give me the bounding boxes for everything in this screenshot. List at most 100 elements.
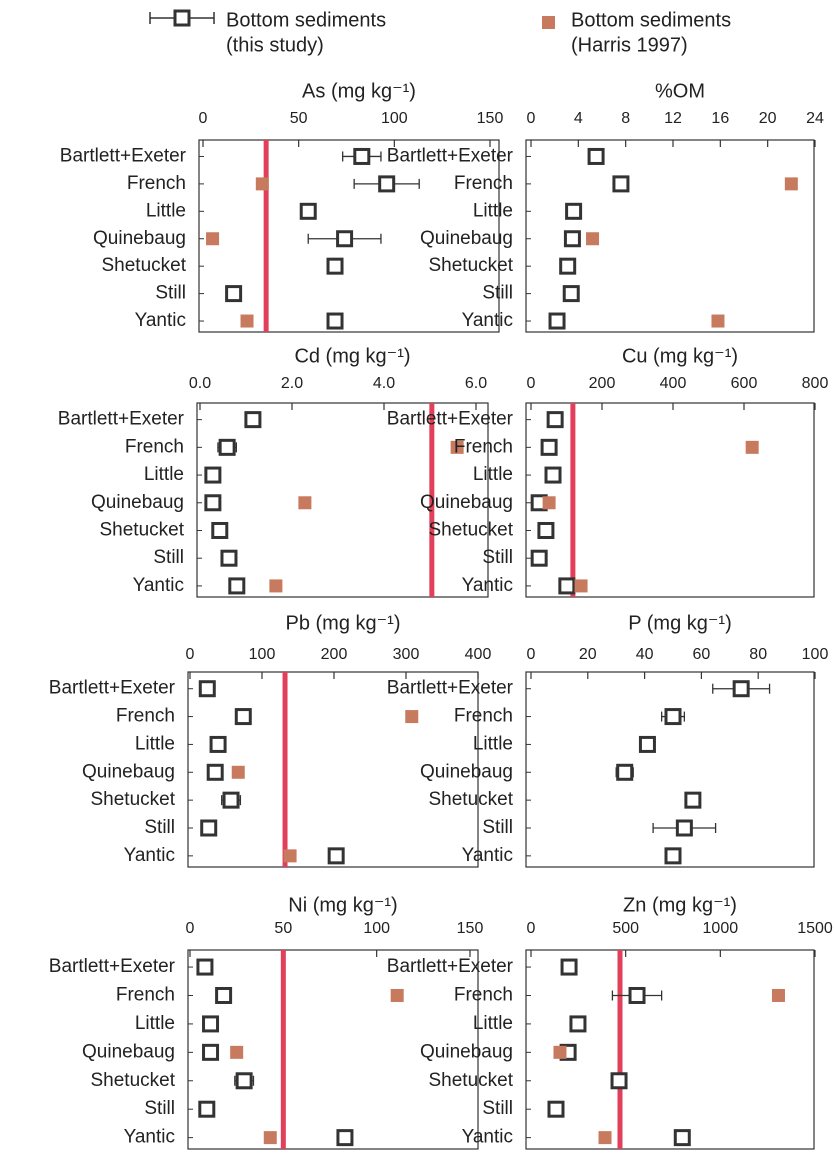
- x-tick-label: 500: [612, 920, 639, 937]
- marker-this-study: [244, 411, 262, 429]
- category-label: Still: [155, 283, 186, 304]
- marker-harris: [298, 496, 312, 510]
- marker-this-study: [218, 438, 236, 456]
- category-label: Little: [144, 464, 184, 485]
- panel-title: Ni (mg kg⁻¹): [288, 894, 397, 916]
- category-label: Still: [482, 817, 513, 838]
- category-label: Little: [135, 1013, 175, 1034]
- x-tick-label: 0: [527, 646, 536, 663]
- x-tick-label: 0.0: [189, 375, 211, 392]
- category-label: French: [454, 985, 513, 1006]
- legend-label: (Harris 1997): [571, 34, 688, 56]
- x-tick-label: 0: [199, 110, 208, 127]
- category-label: Quinebaug: [420, 761, 513, 782]
- x-tick-label: 6.0: [465, 375, 487, 392]
- marker-this-study: [353, 147, 371, 165]
- category-label: Yantic: [135, 310, 186, 331]
- category-label: Bartlett+Exeter: [49, 678, 176, 699]
- marker-this-study: [326, 312, 344, 330]
- marker-this-study: [559, 257, 577, 275]
- marker-this-study: [204, 466, 222, 484]
- panel-title: Cd (mg kg⁻¹): [294, 345, 410, 367]
- category-label: Shetucket: [91, 1070, 176, 1091]
- x-tick-label: 24: [806, 110, 824, 127]
- marker-this-study: [565, 202, 583, 220]
- category-label: Still: [144, 1098, 175, 1119]
- category-label: Yantic: [124, 845, 175, 866]
- marker-harris: [269, 579, 283, 593]
- category-label: Yantic: [462, 310, 513, 331]
- x-tick-label: 150: [477, 110, 504, 127]
- category-label: Quinebaug: [93, 228, 186, 249]
- x-tick-label: 20: [579, 646, 597, 663]
- category-label: Still: [482, 547, 513, 568]
- marker-harris: [230, 1045, 244, 1059]
- category-label: Little: [135, 733, 175, 754]
- marker-this-study: [220, 549, 238, 567]
- category-label: Shetucket: [429, 789, 514, 810]
- marker-harris: [283, 849, 297, 863]
- category-label: Quinebaug: [420, 492, 513, 513]
- category-label: Little: [473, 1013, 513, 1034]
- marker-this-study: [612, 175, 630, 193]
- x-tick-label: 1000: [703, 920, 739, 937]
- x-tick-label: 150: [457, 920, 484, 937]
- category-label: French: [127, 173, 186, 194]
- panel-title: Cu (mg kg⁻¹): [622, 345, 738, 367]
- marker-harris: [231, 765, 245, 779]
- marker-this-study: [209, 735, 227, 753]
- panel-title: As (mg kg⁻¹): [302, 80, 416, 102]
- marker-harris: [598, 1131, 612, 1145]
- x-tick-label: 4.0: [373, 375, 395, 392]
- category-label: Shetucket: [429, 520, 514, 541]
- marker-harris: [206, 232, 220, 246]
- marker-this-study: [675, 819, 693, 837]
- x-tick-label: 0: [186, 920, 195, 937]
- x-tick-label: 20: [759, 110, 777, 127]
- marker-this-study: [200, 819, 218, 837]
- marker-this-study: [547, 1100, 565, 1118]
- category-label: Shetucket: [429, 255, 514, 276]
- legend-marker: [542, 16, 555, 29]
- category-label: Quinebaug: [82, 761, 175, 782]
- marker-harris: [771, 988, 785, 1002]
- marker-this-study: [202, 1043, 220, 1061]
- legend: Bottom sediments (this study) Bottom sed…: [149, 9, 731, 56]
- marker-this-study: [235, 1072, 253, 1090]
- marker-this-study: [569, 1015, 587, 1033]
- marker-harris: [542, 496, 556, 510]
- marker-this-study: [563, 230, 581, 248]
- category-label: Little: [473, 733, 513, 754]
- marker-harris: [390, 988, 404, 1002]
- marker-this-study: [546, 411, 564, 429]
- marker-this-study: [537, 521, 555, 539]
- category-label: Yantic: [133, 575, 184, 596]
- panel-title: Pb (mg kg⁻¹): [285, 612, 400, 634]
- legend-label: Bottom sediments: [571, 9, 731, 31]
- x-tick-label: 200: [321, 646, 348, 663]
- category-label: Bartlett+Exeter: [387, 409, 514, 430]
- marker-this-study: [562, 285, 580, 303]
- marker-this-study: [222, 791, 240, 809]
- x-tick-label: 0: [186, 646, 195, 663]
- plot-frame: [525, 402, 815, 598]
- marker-this-study: [548, 312, 566, 330]
- marker-this-study: [326, 257, 344, 275]
- plot-frame: [525, 139, 815, 333]
- marker-this-study: [610, 1072, 628, 1090]
- marker-harris: [553, 1045, 567, 1059]
- x-tick-label: 0: [527, 110, 536, 127]
- category-label: Bartlett+Exeter: [387, 956, 514, 977]
- marker-this-study: [206, 763, 224, 781]
- category-label: French: [116, 706, 175, 727]
- x-tick-label: 16: [711, 110, 729, 127]
- marker-this-study: [560, 958, 578, 976]
- marker-this-study: [638, 735, 656, 753]
- category-label: Shetucket: [429, 1070, 514, 1091]
- x-tick-label: 40: [636, 646, 654, 663]
- x-tick-label: 200: [589, 375, 616, 392]
- category-label: Quinebaug: [420, 228, 513, 249]
- marker-harris: [450, 440, 464, 454]
- marker-harris: [711, 314, 725, 328]
- category-label: Bartlett+Exeter: [49, 956, 176, 977]
